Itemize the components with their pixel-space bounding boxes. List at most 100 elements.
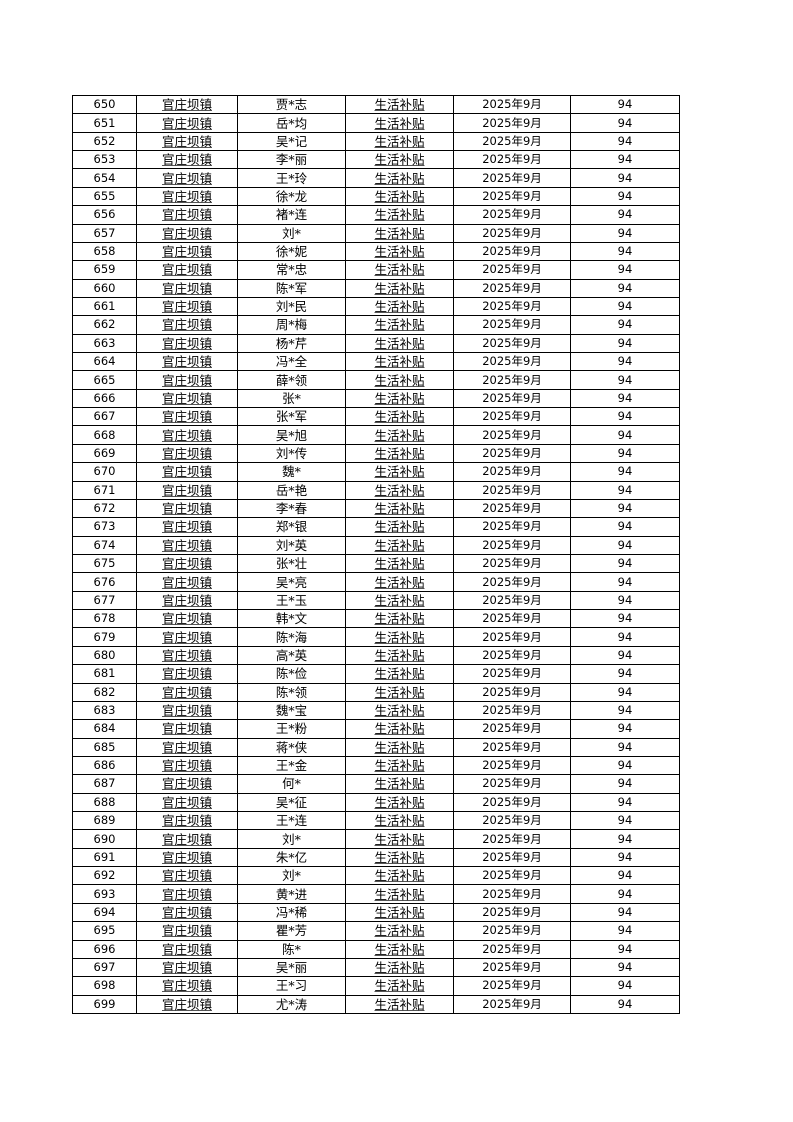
table-row: 662 官庄坝镇 周*梅 生活补贴 2025年9月 94 [72,315,680,335]
name-cell: 王*粉 [237,719,346,739]
index-text: 656 [93,207,116,222]
index-cell: 651 [72,113,137,133]
town-text: 官庄坝镇 [161,464,212,480]
name-text: 郑*银 [275,519,308,535]
period-text: 2025年9月 [482,115,542,130]
subsidy-type-cell: 生活补贴 [345,829,454,849]
town-text: 官庄坝镇 [161,923,212,939]
amount-cell: 94 [570,811,680,831]
subsidy-type-cell: 生活补贴 [345,462,454,482]
amount-cell: 94 [570,737,680,757]
amount-text: 94 [617,225,633,240]
period-text: 2025年9月 [482,482,542,497]
index-text: 674 [93,537,116,552]
subsidy-type-cell: 生活补贴 [345,682,454,702]
index-text: 693 [93,886,116,901]
name-text: 李*丽 [275,152,308,168]
table-row: 678 官庄坝镇 韩*文 生活补贴 2025年9月 94 [72,609,680,629]
amount-text: 94 [617,280,633,295]
name-cell: 杨*芹 [237,333,346,354]
period-cell: 2025年9月 [453,241,571,262]
name-cell: 高*英 [237,645,346,666]
subsidy-type-text: 生活补贴 [374,960,425,976]
town-text: 官庄坝镇 [161,262,212,278]
name-text: 徐*妮 [275,244,308,260]
period-cell: 2025年9月 [453,113,571,133]
period-cell: 2025年9月 [453,829,571,849]
subsidy-type-text: 生活补贴 [374,464,425,480]
amount-text: 94 [617,831,633,846]
table-row: 674 官庄坝镇 刘*英 生活补贴 2025年9月 94 [72,535,680,555]
amount-cell: 94 [570,829,680,849]
amount-cell: 94 [570,994,680,1014]
subsidy-type-text: 生活补贴 [374,262,425,278]
town-cell: 官庄坝镇 [136,315,238,335]
name-cell: 王*玉 [237,590,346,611]
index-cell: 673 [72,517,137,537]
table-row: 699 官庄坝镇 尤*涛 生活补贴 2025年9月 94 [72,994,680,1014]
amount-text: 94 [617,703,633,718]
name-cell: 陈*领 [237,682,346,702]
period-text: 2025年9月 [482,592,542,607]
town-cell: 官庄坝镇 [136,296,238,317]
period-cell: 2025年9月 [453,921,571,941]
index-text: 681 [93,666,116,681]
period-text: 2025年9月 [482,501,542,516]
index-cell: 689 [72,811,137,831]
subsidy-type-cell: 生活补贴 [345,131,454,152]
town-cell: 官庄坝镇 [136,352,238,372]
town-text: 官庄坝镇 [161,372,212,388]
name-cell: 徐*龙 [237,186,346,207]
table-row: 690 官庄坝镇 刘* 生活补贴 2025年9月 94 [72,829,680,849]
subsidy-type-text: 生活补贴 [374,225,425,241]
amount-text: 94 [617,188,633,203]
name-text: 贾*志 [275,97,308,113]
period-text: 2025年9月 [482,152,542,167]
period-text: 2025年9月 [482,225,542,240]
amount-text: 94 [617,335,633,350]
index-text: 699 [93,996,116,1011]
town-cell: 官庄坝镇 [136,847,238,868]
index-text: 688 [93,794,116,809]
town-cell: 官庄坝镇 [136,113,238,133]
subsidy-type-text: 生活补贴 [374,152,425,168]
subsidy-type-cell: 生活补贴 [345,517,454,537]
index-cell: 677 [72,590,137,611]
subsidy-type-text: 生活补贴 [374,776,425,792]
index-cell: 665 [72,370,137,390]
name-cell: 何* [237,774,346,794]
period-text: 2025年9月 [482,446,542,460]
subsidy-type-text: 生活补贴 [374,170,425,186]
town-cell: 官庄坝镇 [136,425,238,445]
index-text: 695 [93,923,116,938]
amount-text: 94 [617,482,633,497]
period-text: 2025年9月 [482,409,542,424]
index-cell: 663 [72,333,137,354]
town-text: 官庄坝镇 [161,886,212,902]
name-cell: 吴*征 [237,792,346,813]
town-text: 官庄坝镇 [161,592,212,608]
period-cell: 2025年9月 [453,664,571,684]
town-cell: 官庄坝镇 [136,278,238,298]
name-cell: 吴*亮 [237,572,346,592]
town-cell: 官庄坝镇 [136,370,238,390]
name-text: 何* [282,776,301,792]
subsidy-type-cell: 生活补贴 [345,627,454,647]
table-row: 669 官庄坝镇 刘*传 生活补贴 2025年9月 94 [72,443,680,464]
index-text: 671 [93,482,116,497]
name-text: 杨*芹 [275,335,308,351]
subsidy-type-cell: 生活补贴 [345,94,454,115]
index-cell: 661 [72,296,137,317]
index-cell: 681 [72,664,137,684]
amount-text: 94 [617,758,633,773]
index-text: 665 [93,372,116,387]
town-cell: 官庄坝镇 [136,572,238,592]
name-cell: 刘*民 [237,296,346,317]
amount-cell: 94 [570,957,680,978]
amount-text: 94 [617,592,633,607]
index-cell: 664 [72,352,137,372]
town-cell: 官庄坝镇 [136,645,238,666]
subsidy-table: 650 官庄坝镇 贾*志 生活补贴 2025年9月 94 651 官庄坝镇 岳*均 生活补贴 202… [72,94,680,1014]
table-row: 697 官庄坝镇 吴*丽 生活补贴 2025年9月 94 [72,957,680,978]
period-cell: 2025年9月 [453,700,571,721]
